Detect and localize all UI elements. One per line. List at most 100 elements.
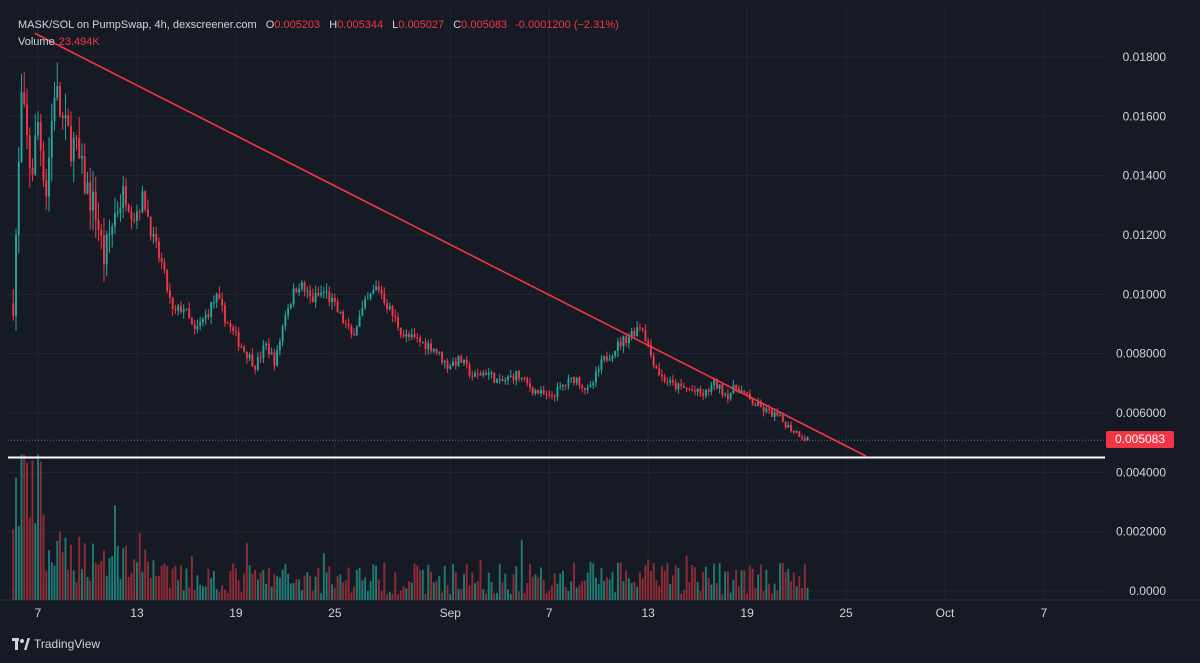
candle-body [616,341,619,351]
candle-body [718,384,721,389]
tradingview-brand[interactable]: TradingView [12,637,100,651]
volume-bar [276,576,279,600]
candle-body [229,323,232,328]
candle-body [364,299,367,308]
volume-bar [108,558,111,600]
volume-bar [493,593,496,600]
volume-bar [113,505,116,600]
volume-bar [702,572,705,600]
volume-bar [460,589,463,600]
candle-body [223,305,226,323]
price-tick-label: 0.01800 [1123,50,1167,64]
candle-body [300,282,303,289]
volume-bar [773,583,776,600]
candle-body [416,336,419,339]
candle-body [691,389,694,391]
volume-bar [196,575,199,600]
candle-body [674,382,677,390]
candle-body [259,357,262,359]
candle-body [26,104,28,136]
volume-bar [311,590,314,600]
volume-bar [779,563,782,600]
candle-body [501,378,504,382]
volume-bars [12,454,809,600]
time-axis[interactable]: 7 13 19 25 Sep 7 13 19 25 Oct 7 [35,606,1048,620]
volume-bar [358,567,361,600]
chart-legend: MASK/SOL on PumpSwap, 4h, dexscreener.co… [18,17,619,51]
volume-bar [476,581,479,600]
volume-bar [542,579,545,600]
volume-bar [468,585,471,600]
candle-body [724,393,727,395]
candle-body [174,308,177,311]
current-price-tag: 0.005083 [1106,431,1174,448]
candle-body [614,350,617,356]
volume-bar [463,574,465,600]
candle-body [201,318,204,322]
low-label: L [392,19,399,31]
candle-body [638,327,641,329]
volume-bar [781,562,784,600]
volume-bar [15,477,17,600]
candle-body [103,235,105,265]
price-axis[interactable]: 0.0000 0.002000 0.004000 0.006000 0.008000 0.… [1116,50,1166,598]
candle-body [487,372,490,375]
volume-bar [540,567,542,600]
volume-bar [251,573,254,600]
volume-bar [652,563,655,600]
volume-bar [248,565,251,600]
volume-bar [361,580,364,600]
volume-row: Volume 23.494K [18,34,619,51]
volume-bar [127,577,130,600]
volume-bar [399,590,402,600]
price-tick-label: 0.006000 [1116,406,1166,420]
volume-bar [454,572,457,600]
candle-body [75,137,78,139]
candle-body [765,408,768,412]
volume-bar [663,570,666,600]
candle-body [770,409,773,417]
candle-body [56,85,59,98]
candle-body [496,379,498,383]
volume-bar [391,593,394,600]
volume-bar [262,569,265,600]
volume-bar [465,564,468,600]
candle-body [641,328,644,330]
candle-body [537,389,540,394]
volume-bar [124,545,127,600]
candle-body [677,383,680,390]
volume-bar [26,462,28,600]
volume-bar [682,589,685,600]
volume-bar [267,568,270,600]
candle-body [298,288,301,293]
volume-bar [270,586,273,600]
volume-bar [157,576,160,600]
candle-body [740,390,743,393]
volume-bar [397,594,400,600]
volume-bar [306,572,309,600]
volume-bar [254,570,257,600]
candle-body [504,380,507,382]
candle-body [523,377,526,379]
candle-body [386,302,389,310]
volume-bar [594,577,597,600]
candle-body [67,115,70,127]
volume-bar [122,547,125,600]
time-tick-label: 7 [1041,606,1048,620]
candle-body [746,392,749,394]
low-value: 0.005027 [398,19,445,31]
open-value: 0.005203 [274,19,321,31]
candle-body [314,292,317,303]
candle-body [545,394,548,396]
candle-body [567,378,570,386]
candle-body [355,326,358,336]
candle-body [776,412,779,416]
volume-bar [751,568,754,600]
price-tick-label: 0.01400 [1123,169,1167,183]
time-tick-label: 7 [35,606,42,620]
time-tick-label: 25 [328,606,342,620]
candle-body [471,375,474,377]
volume-bar [240,592,243,600]
candle-body [111,226,114,235]
